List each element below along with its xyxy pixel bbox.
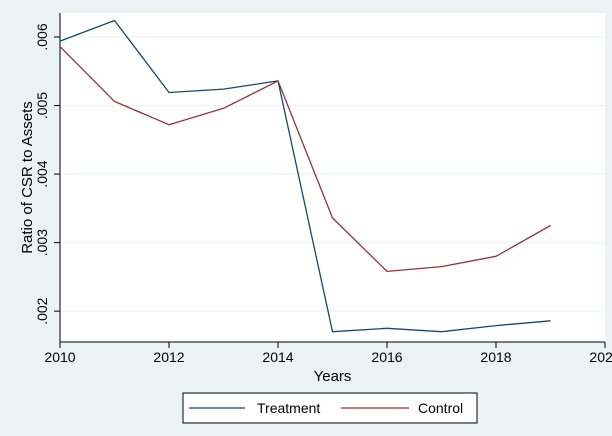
legend: Treatment Control <box>182 392 478 424</box>
x-tick-label-0: 2010 <box>44 349 75 365</box>
x-tick-label-4: 2018 <box>480 349 511 365</box>
plot-area <box>60 13 605 342</box>
x-axis-title: Years <box>314 368 352 385</box>
legend-label-treatment: Treatment <box>257 400 320 416</box>
axes <box>54 13 606 348</box>
x-tick-label-3: 2016 <box>371 349 402 365</box>
y-tick-label-1: .003 <box>34 229 50 256</box>
y-axis-title: Ratio of CSR to Assets <box>19 101 36 254</box>
legend-label-control: Control <box>418 400 463 416</box>
series-line-control <box>59 46 551 273</box>
y-tick-label-3: .005 <box>34 92 50 119</box>
tick-labels: .002 .003 .004 .005 .006 2010 2012 2014 2016 2018… <box>34 23 612 365</box>
y-tick-label-2: .004 <box>34 160 50 187</box>
y-tick-label-4: .006 <box>34 23 50 50</box>
series-lines <box>59 19 551 333</box>
x-tick-label-1: 2012 <box>153 349 184 365</box>
y-tick-label-0: .002 <box>34 297 50 324</box>
series-line-treatment <box>59 19 551 333</box>
x-tick-label-2: 2014 <box>262 349 293 365</box>
x-tick-label-5: 2020 <box>589 349 612 365</box>
grid-lines <box>60 36 605 312</box>
